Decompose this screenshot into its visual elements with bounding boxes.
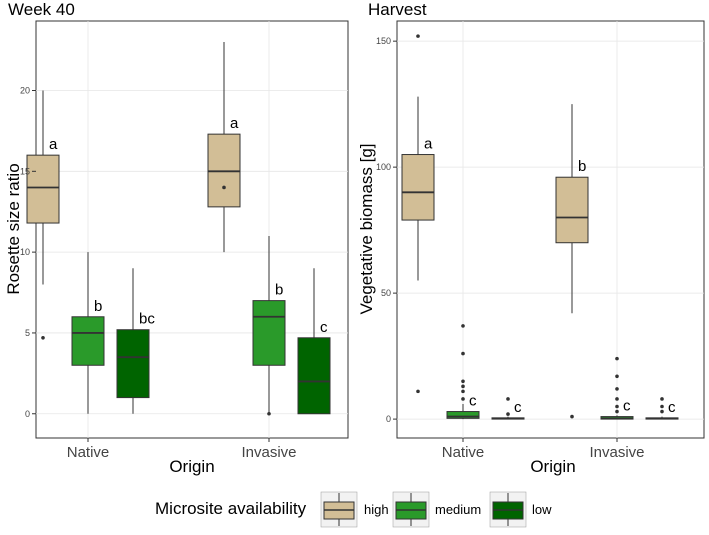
panel-1-axes: 0 5 10 15 20 Native Invasive [20,86,297,462]
box-invasive-medium: c [600,356,634,420]
outlier-point [660,409,664,414]
outlier-point [615,356,619,361]
box-native-high: a [401,34,435,394]
outlier-point [461,397,465,401]
outlier-point [461,389,465,394]
outlier-point [461,324,465,328]
legend-title: Microsite availability [155,499,307,518]
outlier-point [615,404,619,409]
significance-label: bc [139,311,155,328]
legend-label-low: low [532,502,552,517]
outlier-point [41,335,45,340]
outlier-point [506,412,510,416]
box-invasive-medium: b [252,235,286,416]
y-tick-label: 150 [376,36,391,46]
box-body [26,154,60,224]
y-tick-label: 20 [20,86,30,96]
box-body [401,154,435,221]
x-tick-label: Native [67,444,110,461]
outlier-point [615,409,619,414]
outlier-point [506,397,510,401]
panel-1-x-axis-title: Origin [169,457,214,476]
legend: Microsite availability high medium low [155,491,552,528]
x-tick-label: Native [442,444,485,461]
legend-item-high: high [320,491,389,528]
panel-1-title: Week 40 [8,0,75,19]
legend-label-medium: medium [435,502,481,517]
panel-2-grid [397,21,704,438]
significance-label: c [320,319,328,336]
y-tick-label: 10 [20,247,30,257]
box-body [555,176,589,244]
significance-label: b [578,158,586,175]
outlier-point [660,397,664,401]
significance-label: b [94,298,102,315]
x-tick-label: Invasive [589,444,644,461]
outlier-point [461,384,465,389]
outlier-point [461,379,465,384]
box-body [446,411,480,419]
panel-2-marks: a c c b c c [401,34,679,420]
panel-2-y-axis-title: Vegetative biomass [g] [357,143,376,314]
box-body [116,329,150,399]
outlier-point [416,389,420,394]
y-tick-label: 50 [381,288,391,298]
box-native-high: a [26,90,60,340]
y-tick-label: 0 [25,409,30,419]
panel-2-x-axis-title: Origin [530,457,575,476]
y-tick-label: 5 [25,328,30,338]
box-invasive-high: a [207,42,241,253]
legend-label-high: high [364,502,389,517]
box-invasive-low: c [645,397,679,420]
box-native-medium: c [446,324,480,420]
legend-item-low: low [489,491,552,528]
box-native-low: bc [116,268,155,414]
outlier-point [570,414,574,419]
outlier-point [615,374,619,379]
outlier-point [416,34,420,38]
legend-item-medium: medium [392,491,481,528]
y-tick-label: 100 [376,162,391,172]
significance-label: c [469,393,477,410]
x-tick-label: Invasive [241,444,296,461]
significance-label: a [424,136,433,153]
box-invasive-low: c [297,268,331,415]
box-body [71,316,105,366]
y-tick-label: 15 [20,166,30,176]
outlier-point [615,397,619,401]
outlier-point [660,404,664,409]
significance-label: c [668,399,676,416]
panel-2-title: Harvest [368,0,427,19]
box-native-medium: b [71,252,105,414]
outlier-point [615,387,619,391]
significance-label: a [230,115,239,132]
outlier-point [461,351,465,356]
outlier-point [222,185,226,190]
box-body [297,337,331,415]
panel-2-axes: 0 50 100 150 Native Invasive [376,36,645,461]
panel-1-y-axis-title: Rosette size ratio [4,163,23,294]
box-body [252,300,286,366]
significance-label: b [275,282,283,299]
significance-label: a [49,136,58,153]
box-native-low: c [491,397,525,420]
box-invasive-high: b [555,104,589,419]
significance-label: c [623,398,631,415]
outlier-point [267,411,271,416]
panel-2-plot-area [396,20,705,439]
y-tick-label: 0 [386,414,391,424]
significance-label: c [514,399,522,416]
